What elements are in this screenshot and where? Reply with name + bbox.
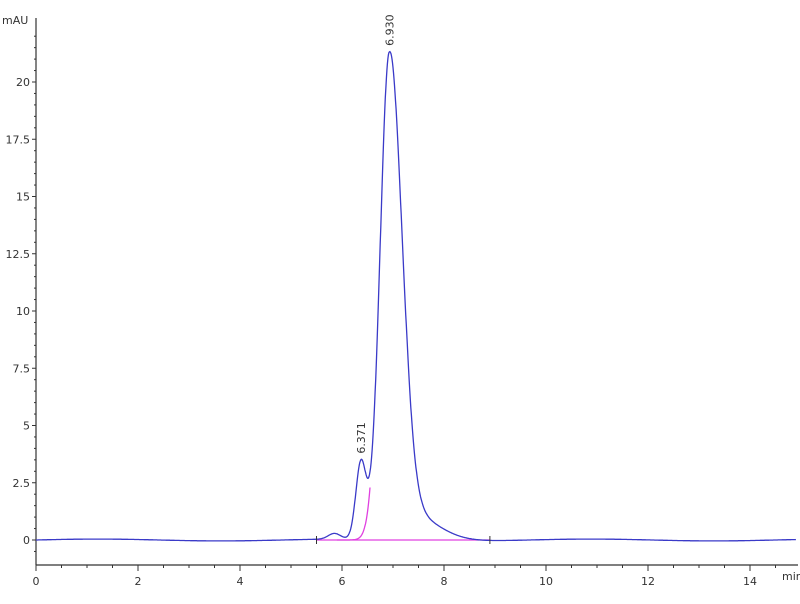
- x-tick-label: 12: [641, 575, 655, 588]
- x-tick-label: 8: [441, 575, 448, 588]
- y-tick-label: 7.5: [13, 362, 31, 375]
- x-tick-label: 4: [237, 575, 244, 588]
- peak-label: 6.930: [383, 14, 396, 46]
- peak-label: 6.371: [355, 422, 368, 454]
- signal-trace: [36, 50, 797, 542]
- x-tick-label: 10: [539, 575, 553, 588]
- peak-split-line: [336, 487, 371, 541]
- y-tick-label: 20: [16, 76, 30, 89]
- x-tick-label: 6: [339, 575, 346, 588]
- peak-labels: 6.371 6.930: [316, 14, 491, 544]
- axes: 0 2 4 6 8 10 12 14 0 2.5 5 7.5 10 12.5 15 17.5 20: [6, 18, 798, 588]
- x-tick-label: 2: [135, 575, 142, 588]
- y-tick-label: 15: [16, 191, 30, 204]
- y-tick-label: 17.5: [6, 133, 31, 146]
- x-axis-label: min: [782, 570, 800, 583]
- y-tick-label: 10: [16, 305, 30, 318]
- y-tick-label: 2.5: [13, 477, 31, 490]
- y-tick-label: 0: [23, 534, 30, 547]
- y-tick-label: 12.5: [6, 248, 31, 261]
- y-axis-label: mAU: [2, 14, 28, 27]
- x-tick-label: 14: [743, 575, 757, 588]
- y-tick-label: 5: [23, 420, 30, 433]
- x-tick-label: 0: [33, 575, 40, 588]
